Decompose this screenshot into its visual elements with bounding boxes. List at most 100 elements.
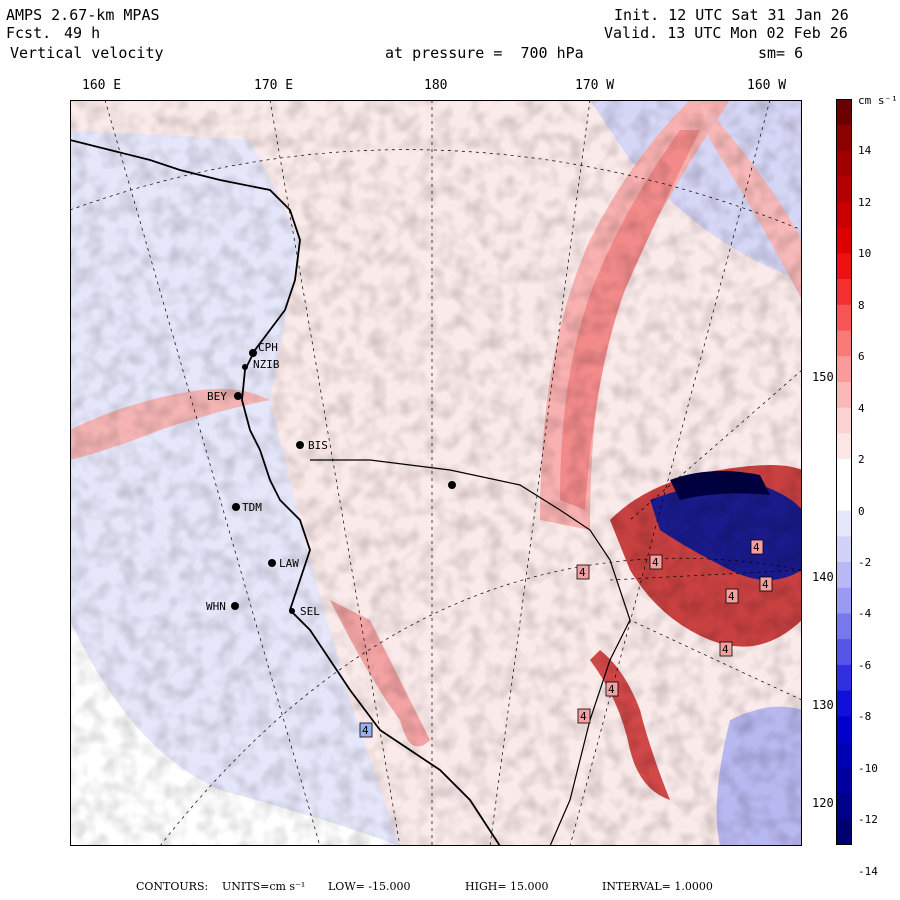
marker-box-5 <box>759 576 773 592</box>
station-tdm: TDM <box>242 501 262 514</box>
colorbar-swatch <box>836 124 852 151</box>
colorbar-swatch <box>836 381 852 409</box>
footer-units: UNITS=cm s⁻¹ <box>222 880 306 893</box>
contour-marker-5: 4 <box>762 578 769 591</box>
ice-shelf-edge <box>310 459 631 846</box>
footer-high: HIGH= 15.000 <box>465 880 549 893</box>
colorbar-label: -8 <box>858 710 872 724</box>
colorbar-swatch <box>836 742 852 769</box>
colorbar-swatch <box>836 510 852 537</box>
colorbar-units: cm s⁻¹ <box>858 94 898 107</box>
lon-tick-160e: 160 E <box>82 78 122 93</box>
station-cph: CPH <box>258 341 278 354</box>
contour-markers: 4 4 4 4 4 4 4 4 4 <box>359 539 773 738</box>
marker-box-1 <box>576 564 590 580</box>
valid-time: Valid. 13 UTC Mon 02 Feb 26 <box>604 24 848 42</box>
colorbar-swatch <box>836 150 852 177</box>
colorbar <box>836 99 852 845</box>
contour-marker-7: 4 <box>608 683 615 696</box>
station-bis: BIS <box>308 439 328 452</box>
meridian-160e <box>104 100 321 846</box>
colorbar-swatch <box>836 304 852 332</box>
colorbar-swatch <box>836 613 852 640</box>
colorbar-label: 4 <box>858 401 865 415</box>
colorbar-swatch <box>836 587 852 614</box>
field-name: Vertical velocity <box>10 44 164 62</box>
colorbar-swatch <box>836 562 852 589</box>
colorbar-label: 10 <box>858 247 872 261</box>
footer-interval: INTERVAL= 1.0000 <box>602 880 713 893</box>
contour-marker-9: 4 <box>362 724 369 737</box>
station-dot-cph <box>249 349 257 357</box>
station-sel: SEL <box>300 605 320 618</box>
contour-marker-8: 4 <box>580 710 587 723</box>
marker-box-3 <box>725 588 739 604</box>
contour-marker-1: 4 <box>579 566 586 579</box>
station-bey: BEY <box>207 390 227 403</box>
colorbar-swatch <box>836 99 852 126</box>
marker-box-8 <box>577 708 591 724</box>
station-dot-bis <box>296 441 304 449</box>
forecast-hour: 49 h <box>64 24 101 42</box>
colorbar-label: -4 <box>858 607 872 621</box>
colorbar-label: -6 <box>858 658 872 672</box>
colorbar-swatch <box>836 253 852 280</box>
colorbar-label: 6 <box>858 350 865 364</box>
meridian-160w <box>569 100 771 846</box>
colorbar-swatch <box>836 433 852 460</box>
station-dot-law <box>268 559 276 567</box>
forecast-label: Fcst. <box>6 24 52 42</box>
colorbar-swatch <box>836 793 852 820</box>
colorbar-label: 8 <box>858 298 865 312</box>
meridian-170e <box>269 100 401 846</box>
colorbar-swatch <box>836 176 852 203</box>
smoothing: sm= 6 <box>758 44 804 62</box>
colorbar-swatch <box>836 484 852 512</box>
contour-marker-4: 4 <box>753 541 760 554</box>
footer-contours: CONTOURS: <box>136 880 209 893</box>
lon-tick-160w: 160 W <box>747 78 787 93</box>
colorbar-label: -2 <box>858 556 872 570</box>
lat-circle-mid <box>159 557 802 846</box>
lon-tick-180: 180 <box>424 78 448 93</box>
footer-low: LOW= -15.000 <box>328 880 411 893</box>
meridian-150w <box>629 369 802 521</box>
colorbar-swatch <box>836 819 852 845</box>
colorbar-swatch <box>836 356 852 383</box>
contour-marker-6: 4 <box>722 643 729 656</box>
contour-marker-2: 4 <box>652 556 659 569</box>
colorbar-label: 2 <box>858 453 865 467</box>
colorbar-label: 0 <box>858 504 865 518</box>
pressure-level: at pressure = 700 hPa <box>385 44 584 62</box>
colorbar-swatch <box>836 227 852 254</box>
station-dot-tdm <box>232 503 240 511</box>
colorbar-label: 12 <box>858 195 872 209</box>
lat-circle-north <box>70 149 802 231</box>
stations: CPH NZIB BEY BIS TDM LAW WHN SEL <box>206 341 456 618</box>
colorbar-label: -12 <box>858 813 878 827</box>
vertical-velocity-map: CPH NZIB BEY BIS TDM LAW WHN SEL 4 4 4 <box>70 100 802 846</box>
colorbar-label: -14 <box>858 864 878 878</box>
contour-marker-3: 4 <box>728 590 735 603</box>
station-nzib: NZIB <box>253 358 280 371</box>
graticule <box>70 100 802 846</box>
station-dot-bey <box>234 392 242 400</box>
noise-texture <box>70 100 802 846</box>
marker-box-6 <box>719 641 733 657</box>
colorbar-swatch <box>836 664 852 692</box>
lon-tick-170e: 170 E <box>254 78 294 93</box>
colorbar-label: -10 <box>858 761 878 775</box>
map-frame <box>70 100 802 846</box>
station-dot-east <box>448 481 456 489</box>
station-law: LAW <box>279 557 299 570</box>
colorbar-swatch <box>836 459 852 486</box>
marker-box-2 <box>649 554 663 570</box>
station-dot-sel <box>289 608 295 614</box>
coastline <box>70 139 501 846</box>
colorbar-swatch <box>836 767 852 795</box>
marker-box-4 <box>750 539 764 555</box>
colorbar-swatch <box>836 201 852 229</box>
colorbar-swatch <box>836 330 852 357</box>
station-dot-nzib <box>242 364 248 370</box>
colorbar-swatch <box>836 407 852 434</box>
